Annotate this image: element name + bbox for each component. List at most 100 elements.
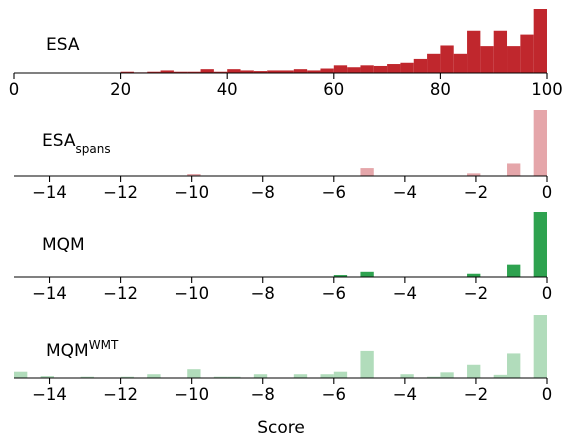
histogram-bar <box>440 372 454 378</box>
histogram-bar <box>187 71 201 73</box>
histogram-bar <box>533 110 547 176</box>
histogram-bar <box>187 369 201 378</box>
histogram-bar <box>120 376 134 378</box>
histogram-bar <box>173 71 188 73</box>
histogram-bar <box>267 70 281 73</box>
x-axis-title: Score <box>257 418 305 438</box>
x-tick-label: −2 <box>464 284 488 303</box>
histogram-bar <box>507 46 521 73</box>
x-tick-label: −8 <box>251 284 275 303</box>
panel-label: ESA <box>46 35 80 55</box>
histogram-bar <box>227 69 241 73</box>
histogram-bar <box>200 69 214 73</box>
histogram-bar <box>293 69 308 73</box>
histogram-bar <box>320 374 334 378</box>
histogram-bar <box>387 64 401 73</box>
histogram-bar <box>120 71 134 73</box>
x-tick-label: −10 <box>174 183 209 202</box>
x-tick-label: −10 <box>174 284 209 303</box>
x-tick-label: 40 <box>217 80 238 99</box>
histogram-bar <box>453 53 468 73</box>
histogram-bar <box>400 374 414 378</box>
histogram-bar <box>413 58 428 73</box>
histogram-bar <box>467 364 481 378</box>
x-tick-label: −2 <box>464 183 488 202</box>
x-tick-label: −6 <box>322 385 346 404</box>
x-tick-label: −8 <box>251 183 275 202</box>
x-tick-label: −2 <box>464 385 488 404</box>
histogram-bar <box>347 67 361 73</box>
histogram-bar <box>533 9 547 73</box>
x-tick-label: 0 <box>542 183 553 202</box>
histogram-bar <box>480 46 494 73</box>
histogram-panel-3: −14 −12 −10 −8 −6 −4 −2 0 MQM <box>14 212 552 303</box>
histogram-bar <box>253 71 268 73</box>
histogram-bar <box>493 30 508 73</box>
x-tick-label: −12 <box>103 284 138 303</box>
x-tick-label: 20 <box>110 80 131 99</box>
histogram-bar <box>227 376 241 378</box>
histogram-bar <box>187 174 201 176</box>
histogram-bar <box>520 34 534 73</box>
histogram-bar <box>293 374 308 378</box>
x-tick-label: 80 <box>430 80 451 99</box>
x-tick-label: −14 <box>32 284 67 303</box>
histogram-bar <box>360 271 374 277</box>
x-tick-label: −12 <box>103 385 138 404</box>
histogram-bar <box>467 173 481 176</box>
x-tick-label: −4 <box>393 385 417 404</box>
x-tick-label: −12 <box>103 183 138 202</box>
histogram-bar <box>440 45 454 73</box>
x-tick-label: 100 <box>531 80 563 99</box>
histogram-bar <box>320 68 334 73</box>
x-tick-label: −4 <box>393 284 417 303</box>
histogram-bar <box>507 163 521 176</box>
histogram-bar <box>40 376 54 378</box>
x-tick-label: −4 <box>393 183 417 202</box>
x-tick-label: −14 <box>32 385 67 404</box>
histogram-bar <box>240 70 254 73</box>
histogram-bar <box>533 315 547 378</box>
panel-label: MQM <box>42 235 85 255</box>
histogram-bar <box>307 70 321 73</box>
histogram-bar <box>360 350 374 378</box>
x-tick-label: −10 <box>174 385 209 404</box>
histogram-bar <box>213 71 228 73</box>
x-tick-label: 0 <box>9 80 20 99</box>
histogram-bar <box>333 371 348 378</box>
histogram-bar <box>360 65 374 73</box>
histogram-bar <box>427 376 441 378</box>
histogram-panel-1: 0 20 40 60 80 100 ESA <box>9 9 563 99</box>
histogram-bar <box>427 53 441 73</box>
panels: 0 20 40 60 80 100 ESA −14 −12 −10 −8 −6 −4 −2 0 ESAspan… <box>9 9 563 404</box>
histogram-bar <box>533 212 547 277</box>
x-tick-label: 0 <box>542 284 553 303</box>
histogram-bar <box>467 30 481 73</box>
histogram-bar <box>280 70 294 73</box>
x-tick-label: −8 <box>251 385 275 404</box>
panel-label: ESAspans <box>42 131 111 156</box>
histogram-bar <box>333 65 348 73</box>
histogram-bar <box>147 71 161 73</box>
histogram-bar <box>467 273 481 277</box>
histogram-bar <box>80 376 94 378</box>
x-tick-label: −14 <box>32 183 67 202</box>
histogram-bar <box>493 374 508 378</box>
x-tick-label: 60 <box>323 80 344 99</box>
x-tick-label: −6 <box>322 284 346 303</box>
histogram-bar <box>147 374 161 378</box>
histogram-panel-4: −14 −12 −10 −8 −6 −4 −2 0 MQMWMT <box>14 315 552 404</box>
x-tick-label: 0 <box>542 385 553 404</box>
histogram-bar <box>253 374 268 378</box>
histogram-bar <box>400 62 414 73</box>
histogram-bar <box>160 70 174 73</box>
histogram-bar <box>14 371 28 378</box>
histogram-bar <box>360 168 374 176</box>
histogram-bar <box>373 65 388 73</box>
histogram-bar <box>213 376 228 378</box>
histogram-panel-2: −14 −12 −10 −8 −6 −4 −2 0 ESAspans <box>14 110 552 202</box>
x-tick-label: −6 <box>322 183 346 202</box>
histogram-bar <box>507 353 521 378</box>
histogram-bar <box>333 275 348 277</box>
